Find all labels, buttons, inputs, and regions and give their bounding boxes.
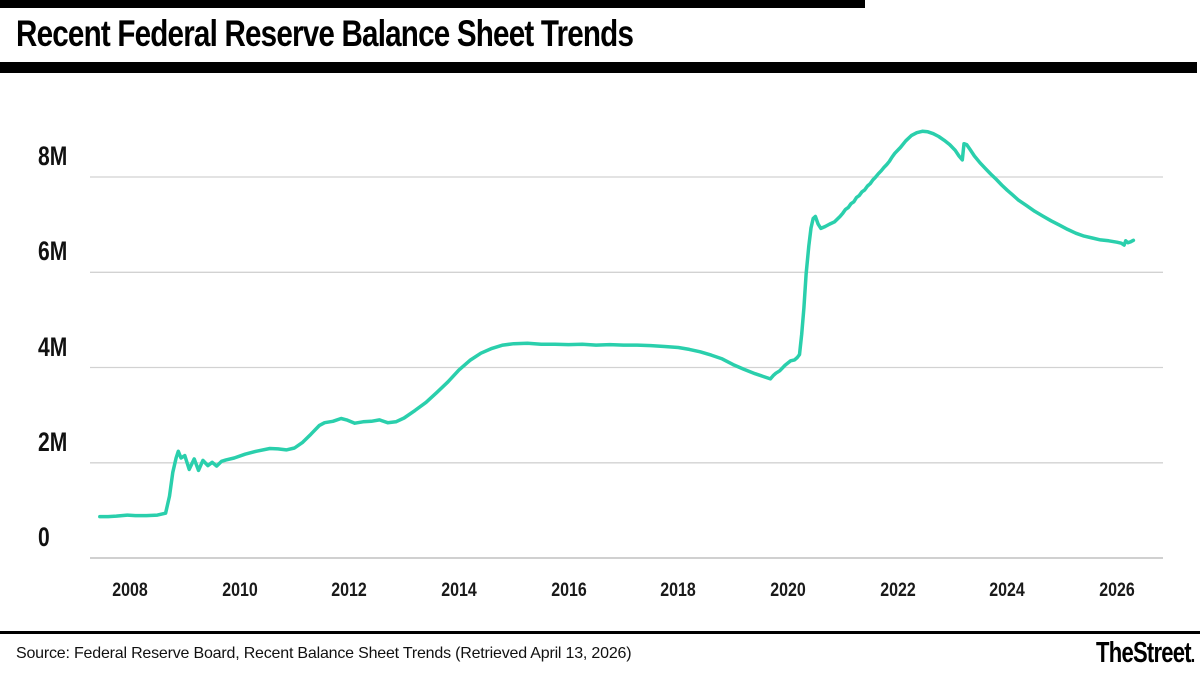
x-axis-label: 2024 bbox=[989, 580, 1026, 601]
title-divider bbox=[0, 62, 1197, 73]
y-axis-label: 4M bbox=[38, 331, 68, 362]
source-attribution: Source: Federal Reserve Board, Recent Ba… bbox=[16, 645, 632, 662]
y-axis-label: 6M bbox=[38, 236, 68, 267]
x-axis-label: 2020 bbox=[770, 580, 806, 601]
x-axis-label: 2008 bbox=[112, 580, 148, 601]
x-axis-label: 2022 bbox=[879, 580, 916, 601]
y-axis-label: 2M bbox=[38, 426, 68, 457]
thestreet-logo: TheStreet. bbox=[1095, 637, 1195, 670]
y-axis-label: 0 bbox=[38, 522, 50, 552]
thestreet-logo-text: TheStreet bbox=[1095, 637, 1192, 669]
x-axis-label: 2026 bbox=[1099, 580, 1135, 601]
x-axis-label: 2012 bbox=[331, 580, 368, 601]
thestreet-logo-period: . bbox=[1190, 645, 1195, 667]
y-axis-label: 8M bbox=[38, 141, 68, 171]
footer-divider bbox=[0, 631, 1200, 634]
x-axis-label: 2018 bbox=[660, 580, 697, 601]
x-axis-label: 2014 bbox=[441, 580, 477, 601]
top-accent-bar bbox=[0, 0, 865, 8]
x-axis: 2008 2010 2012 2014 2016 2018 2020 2022 2024 2026 bbox=[0, 580, 1200, 606]
page-title: Recent Federal Reserve Balance Sheet Tre… bbox=[16, 13, 634, 54]
x-axis-label: 2016 bbox=[550, 580, 587, 601]
x-axis-label: 2010 bbox=[221, 580, 258, 601]
balance-sheet-line bbox=[98, 129, 1136, 519]
